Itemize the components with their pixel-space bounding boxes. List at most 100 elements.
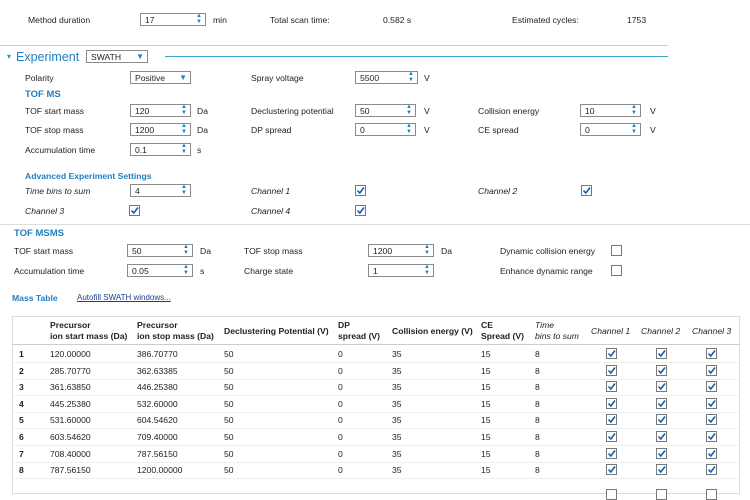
checkbox[interactable] <box>656 348 667 359</box>
spinner[interactable]: ▲ ▼ <box>181 123 187 135</box>
checkbox[interactable] <box>606 447 617 459</box>
column-header: DP spread (V) <box>338 320 381 341</box>
input-value: 10 <box>585 106 595 116</box>
unit: min <box>213 15 227 25</box>
dropdown-arrow[interactable]: ▼ <box>136 52 144 61</box>
check-mark <box>707 449 716 457</box>
checkbox[interactable] <box>706 364 717 376</box>
cell: 8 <box>535 432 540 442</box>
dropdown[interactable]: SWATH ▼ <box>86 50 148 63</box>
cell: 15 <box>481 448 491 459</box>
input-value: 0 <box>360 125 365 135</box>
check-mark <box>657 366 666 374</box>
check-mark <box>707 383 716 391</box>
spinner[interactable]: ▲ ▼ <box>406 123 412 135</box>
column-header: Channel 3 <box>692 326 732 336</box>
checkbox[interactable] <box>606 431 617 442</box>
cell: 8 <box>535 448 540 459</box>
checkbox[interactable] <box>606 489 617 500</box>
spinner[interactable]: ▲ ▼ <box>183 264 189 276</box>
checkbox[interactable] <box>611 245 622 256</box>
cell: 35 <box>392 365 402 376</box>
spin-input[interactable]: 50 ▲ ▼ <box>127 244 193 257</box>
spinner[interactable]: ▲ ▼ <box>183 244 189 256</box>
collapse-arrow[interactable]: ▾ <box>7 52 12 61</box>
spin-input[interactable]: 17 ▲ ▼ <box>140 13 206 26</box>
spin-input[interactable]: 1200 ▲ ▼ <box>130 123 191 136</box>
row-rule <box>12 395 740 397</box>
checkbox[interactable] <box>656 364 667 376</box>
checkbox[interactable] <box>581 185 592 196</box>
checkbox[interactable] <box>706 414 717 426</box>
divider <box>0 45 668 46</box>
column-header: Precursor ion stop mass (Da) <box>137 320 214 341</box>
check-mark <box>607 383 616 391</box>
spin-input[interactable]: 0.1 ▲ ▼ <box>130 143 191 156</box>
spin-input[interactable]: 0.05 ▲ ▼ <box>127 264 193 277</box>
spin-input[interactable]: 10 ▲ ▼ <box>580 104 641 117</box>
checkbox[interactable] <box>606 414 617 426</box>
spinner[interactable]: ▲ ▼ <box>406 104 412 116</box>
dropdown[interactable]: Positive ▼ <box>130 71 191 84</box>
spinner[interactable]: ▲ ▼ <box>181 184 187 196</box>
checkbox[interactable] <box>656 464 667 476</box>
check-mark <box>607 399 616 408</box>
checkbox[interactable] <box>706 447 717 459</box>
spin-input[interactable]: 4 ▲ ▼ <box>130 184 191 197</box>
unit: Da <box>200 246 211 256</box>
checkbox[interactable] <box>656 381 667 393</box>
unit: V <box>650 125 656 135</box>
spinner[interactable]: ▲ ▼ <box>424 264 430 276</box>
check-mark <box>707 416 716 424</box>
spinner[interactable]: ▲ ▼ <box>181 143 187 155</box>
cell: 8 <box>535 398 540 409</box>
checkbox[interactable] <box>706 489 717 500</box>
checkbox[interactable] <box>355 185 366 196</box>
input-value: 120 <box>135 106 150 116</box>
checkbox[interactable] <box>706 397 717 409</box>
dropdown-arrow[interactable]: ▼ <box>179 73 187 82</box>
spin-input[interactable]: 0 ▲ ▼ <box>355 123 416 136</box>
input-value: 1200 <box>373 246 393 256</box>
checkbox[interactable] <box>706 348 717 359</box>
label: Dynamic collision energy <box>500 246 596 256</box>
spinner[interactable]: ▲ ▼ <box>631 123 637 135</box>
checkbox[interactable] <box>656 447 667 459</box>
spinner[interactable]: ▲ ▼ <box>424 244 430 256</box>
checkbox[interactable] <box>606 381 617 393</box>
checkbox[interactable] <box>606 348 617 359</box>
checkbox[interactable] <box>606 464 617 476</box>
checkbox[interactable] <box>606 364 617 376</box>
spinner[interactable]: ▲ ▼ <box>631 104 637 116</box>
checkbox[interactable] <box>656 397 667 409</box>
cell: 15 <box>481 415 491 426</box>
spin-input[interactable]: 0 ▲ ▼ <box>580 123 641 136</box>
spinner[interactable]: ▲ ▼ <box>196 13 202 25</box>
checkbox[interactable] <box>606 397 617 409</box>
spin-input[interactable]: 120 ▲ ▼ <box>130 104 191 117</box>
check-mark <box>707 466 716 474</box>
link[interactable]: Autofill SWATH windows... <box>77 293 171 302</box>
checkbox[interactable] <box>706 464 717 476</box>
check-mark <box>356 187 365 195</box>
checkbox[interactable] <box>656 489 667 500</box>
spin-input[interactable]: 1 ▲ ▼ <box>368 264 434 277</box>
checkbox[interactable] <box>355 205 366 216</box>
input-value: 50 <box>132 246 142 256</box>
spin-input[interactable]: 5500 ▲ ▼ <box>355 71 418 84</box>
spinner[interactable]: ▲ ▼ <box>408 71 414 83</box>
table-header-rule <box>12 344 740 345</box>
checkbox[interactable] <box>656 414 667 426</box>
checkbox[interactable] <box>129 205 140 216</box>
cell: 8 <box>535 382 540 393</box>
spinner[interactable]: ▲ ▼ <box>181 104 187 116</box>
spin-input[interactable]: 1200 ▲ ▼ <box>368 244 434 257</box>
label: DP spread <box>251 125 292 135</box>
column-header: Precursor ion start mass (Da) <box>50 320 128 341</box>
checkbox[interactable] <box>656 431 667 442</box>
checkbox[interactable] <box>706 381 717 393</box>
checkbox[interactable] <box>706 431 717 442</box>
checkbox[interactable] <box>611 265 622 276</box>
spin-input[interactable]: 50 ▲ ▼ <box>355 104 416 117</box>
cell: 603.54620 <box>50 432 91 442</box>
